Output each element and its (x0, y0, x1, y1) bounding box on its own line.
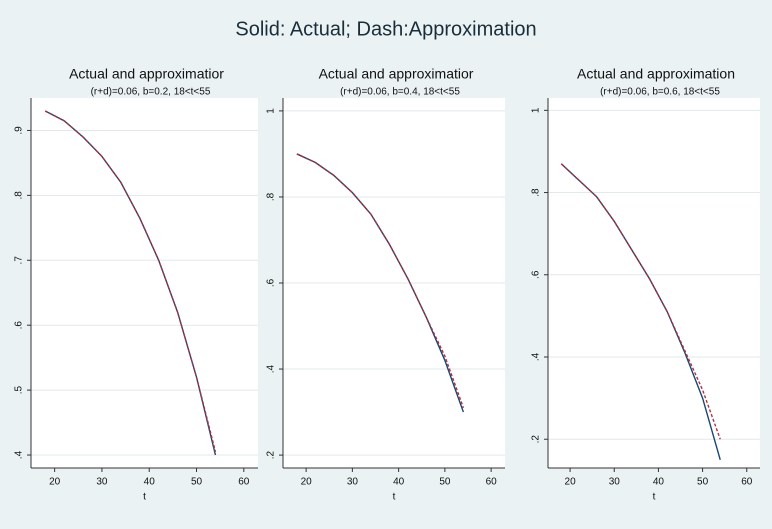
y-tick-label: .9 (14, 126, 25, 135)
x-axis-label: t (393, 492, 396, 503)
x-tick-label: 50 (191, 477, 203, 488)
plot-area (31, 98, 258, 468)
y-tick-label: .8 (14, 191, 25, 200)
y-tick-label: .2 (266, 450, 277, 459)
x-tick-label: 40 (393, 477, 405, 488)
series-line (296, 153, 465, 409)
y-tick-label: .4 (266, 364, 277, 373)
x-tick-label: 20 (565, 477, 577, 488)
x-tick-label: 30 (347, 477, 359, 488)
x-axis-label: t (653, 492, 656, 503)
panel-title: Actual and approximation (577, 66, 735, 82)
x-tick-label: 60 (238, 477, 250, 488)
panel-subtitle: (r+d)=0.06, b=0.2, 18<t<55 (91, 87, 211, 98)
series-line (44, 110, 217, 452)
y-tick-label: 1 (531, 107, 542, 113)
y-tick-label: .4 (14, 450, 25, 459)
x-tick-label: 20 (49, 477, 61, 488)
x-axis-label: t (143, 492, 146, 503)
y-tick-label: .7 (14, 256, 25, 265)
y-tick-label: .4 (531, 352, 542, 361)
x-tick-label: 20 (301, 477, 313, 488)
x-tick-label: 60 (486, 477, 498, 488)
series-line (560, 163, 721, 440)
x-tick-label: 40 (144, 477, 156, 488)
panel-title: Actual and approximatior (319, 66, 474, 82)
y-tick-label: .6 (266, 278, 277, 287)
panel-title: Actual and approximatior (69, 66, 224, 82)
plot-area (548, 98, 760, 468)
panel-subtitle: (r+d)=0.06, b=0.6, 18<t<55 (600, 87, 720, 98)
y-tick-label: .8 (531, 188, 542, 197)
x-tick-label: 30 (96, 477, 108, 488)
page-title: Solid: Actual; Dash:Approximation (235, 18, 536, 40)
x-tick-label: 30 (609, 477, 621, 488)
y-tick-label: .5 (14, 385, 25, 394)
y-tick-label: .6 (531, 270, 542, 279)
y-tick-label: .2 (531, 435, 542, 444)
panel-subtitle: (r+d)=0.06, b=0.4, 18<t<55 (340, 87, 460, 98)
x-tick-label: 50 (697, 477, 709, 488)
y-tick-label: 1 (266, 108, 277, 114)
x-tick-label: 40 (653, 477, 665, 488)
y-tick-label: .6 (14, 321, 25, 330)
x-tick-label: 60 (741, 477, 753, 488)
x-tick-label: 50 (439, 477, 451, 488)
y-tick-label: .8 (266, 192, 277, 201)
